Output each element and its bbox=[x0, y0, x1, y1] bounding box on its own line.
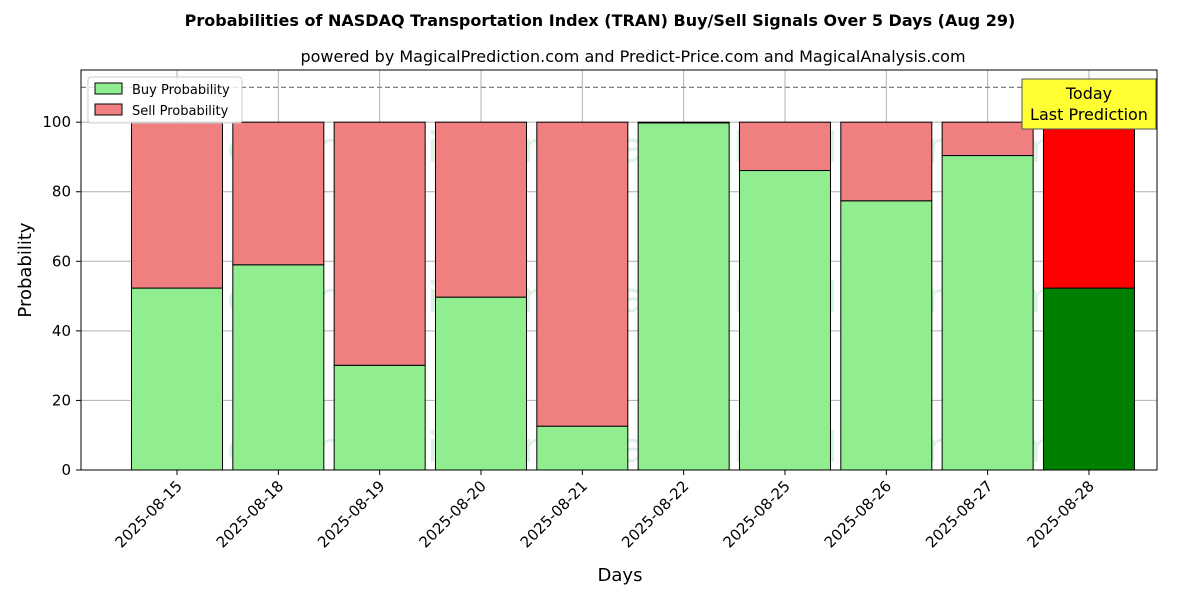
bars bbox=[131, 121, 1135, 471]
bar-buy bbox=[333, 364, 426, 471]
bar-buy bbox=[232, 264, 325, 471]
legend: Buy Probability Sell Probability bbox=[87, 76, 243, 124]
bar-buy bbox=[536, 425, 629, 471]
y-tick-label: 20 bbox=[52, 391, 71, 409]
y-tick-label: 100 bbox=[42, 113, 71, 131]
x-tick-label: 2025-08-25 bbox=[719, 477, 793, 551]
x-tick-label: 2025-08-26 bbox=[821, 477, 895, 551]
bar-buy bbox=[434, 296, 527, 471]
bar-sell bbox=[637, 121, 730, 124]
y-axis-ticks: 0 20 40 60 80 100 bbox=[42, 113, 81, 479]
bar-sell bbox=[738, 121, 831, 172]
legend-swatch-sell bbox=[94, 103, 123, 116]
x-tick-label: 2025-08-28 bbox=[1023, 477, 1097, 551]
bar-buy bbox=[738, 170, 831, 471]
annotation-line-last-prediction: Last Prediction bbox=[1030, 105, 1148, 124]
x-axis-label: Days bbox=[598, 565, 643, 586]
bar-buy bbox=[840, 200, 933, 471]
y-tick-label: 0 bbox=[61, 461, 71, 479]
bar-sell bbox=[434, 121, 527, 298]
x-tick-label: 2025-08-27 bbox=[922, 477, 996, 551]
legend-frame bbox=[87, 76, 243, 124]
x-axis-ticks: 2025-08-15 2025-08-18 2025-08-19 2025-08-20… bbox=[111, 470, 1098, 551]
x-tick-label: 2025-08-21 bbox=[517, 477, 591, 551]
legend-swatch-buy bbox=[94, 82, 123, 95]
bar-buy bbox=[131, 287, 223, 471]
x-tick-label: 2025-08-19 bbox=[314, 477, 388, 551]
y-tick-label: 80 bbox=[52, 183, 71, 201]
legend-label-buy: Buy Probability bbox=[132, 83, 230, 98]
bar-sell bbox=[131, 121, 223, 289]
legend-label-sell: Sell Probability bbox=[132, 104, 229, 119]
chart-subtitle: powered by MagicalPrediction.com and Pre… bbox=[300, 47, 965, 66]
bar-sell bbox=[232, 121, 325, 266]
bar-buy bbox=[941, 155, 1034, 471]
bar-sell bbox=[1042, 121, 1135, 289]
x-tick-label: 2025-08-18 bbox=[213, 477, 287, 551]
bar-sell bbox=[536, 121, 629, 427]
bar-sell bbox=[840, 121, 933, 202]
bar-buy bbox=[637, 122, 730, 471]
x-tick-label: 2025-08-20 bbox=[415, 477, 489, 551]
plot-frame bbox=[80, 69, 1158, 471]
annotation-line-today: Today bbox=[1065, 84, 1112, 103]
y-tick-label: 40 bbox=[52, 322, 71, 340]
x-tick-label: 2025-08-15 bbox=[111, 477, 185, 551]
bar-sell bbox=[333, 121, 426, 366]
chart-title: Probabilities of NASDAQ Transportation I… bbox=[185, 11, 1016, 30]
x-tick-label: 2025-08-22 bbox=[618, 477, 692, 551]
annotation-box bbox=[1021, 78, 1157, 130]
y-tick-label: 60 bbox=[52, 252, 71, 270]
bar-sell bbox=[941, 121, 1034, 157]
y-axis-label: Probability bbox=[15, 222, 36, 317]
today-annotation: Today Last Prediction bbox=[1021, 78, 1157, 130]
bar-buy bbox=[1042, 287, 1135, 471]
